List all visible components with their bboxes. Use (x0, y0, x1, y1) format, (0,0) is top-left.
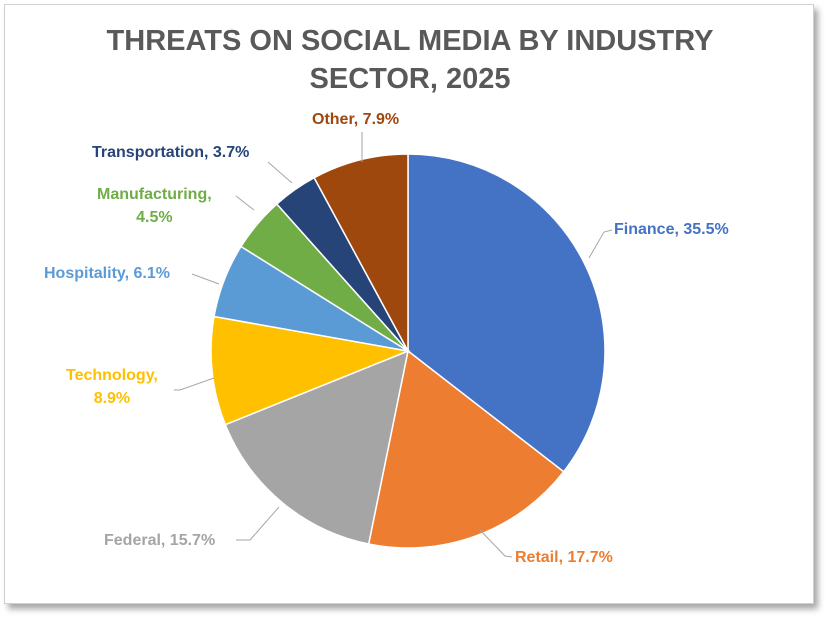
chart-title-line-1: THREATS ON SOCIAL MEDIA BY INDUSTRY (106, 25, 714, 57)
chart-title: THREATS ON SOCIAL MEDIA BY INDUSTRY SECT… (0, 22, 820, 98)
leader-line-hospitality (191, 273, 220, 285)
leader-line-finance (588, 229, 613, 259)
data-label-hospitality: Hospitality, 6.1% (44, 265, 170, 282)
leader-line-transportation (267, 161, 293, 184)
leader-line-federal (236, 506, 280, 541)
leader-line-retail (479, 529, 513, 558)
data-label-line: 8.9% (93, 390, 131, 407)
pie-slice-retail (367, 349, 565, 549)
data-label-manufacturing: Manufacturing, 4.5% (97, 183, 212, 229)
data-label-federal: Federal, 15.7% (104, 532, 216, 549)
data-label-other: Other, 7.9% (312, 111, 400, 128)
data-label-technology: Technology, 8.9% (66, 364, 158, 410)
data-label-line: Manufacturing, (97, 186, 212, 203)
data-label-transportation: Transportation, 3.7% (92, 144, 250, 161)
chart-title-line-2: SECTOR, 2025 (309, 63, 511, 95)
pie-slice-technology (210, 315, 411, 426)
pie-slice-other (313, 153, 409, 352)
data-label-finance: Finance, 35.5% (614, 221, 729, 238)
leader-line-technology (174, 377, 215, 391)
leader-line-manufacturing (235, 195, 255, 211)
pie-slice-finance (407, 153, 606, 473)
data-label-line: 4.5% (136, 209, 173, 226)
data-label-line: Technology, (66, 367, 158, 384)
data-label-retail: Retail, 17.7% (515, 549, 613, 566)
pie-slice-federal (224, 349, 410, 545)
